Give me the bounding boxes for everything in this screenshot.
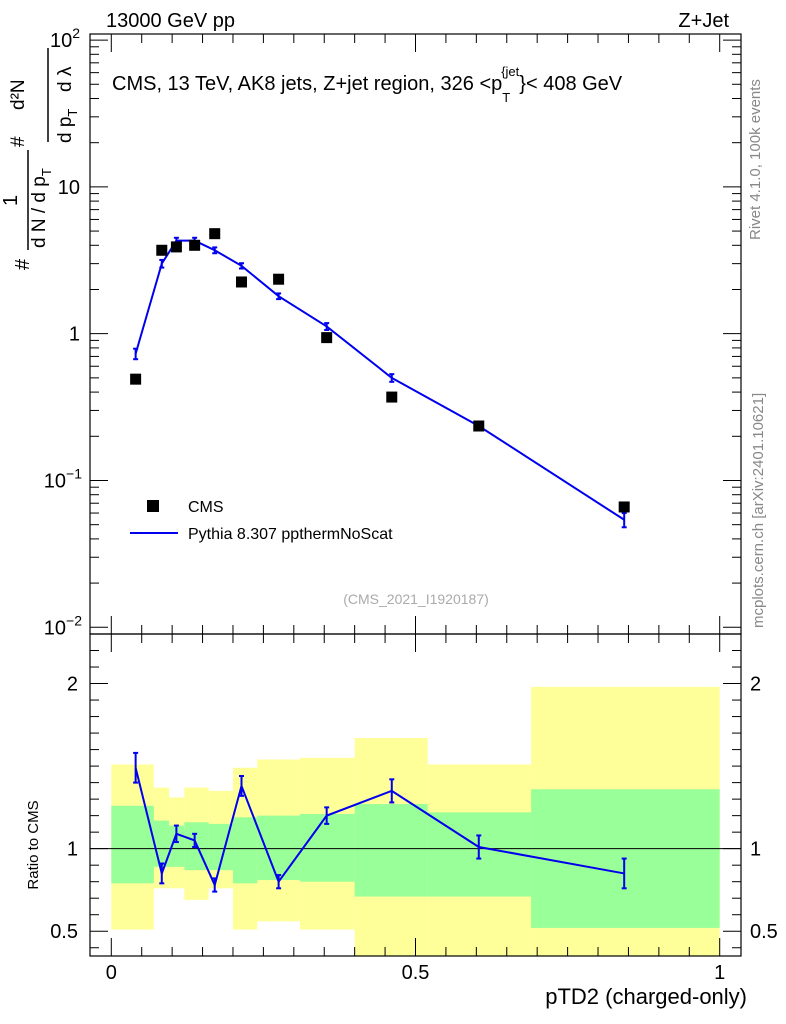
- header-right: Z+Jet: [678, 10, 729, 32]
- title-tail: }< 408 GeV: [519, 73, 623, 95]
- pythia-line: [134, 239, 625, 521]
- plot-title: CMS, 13 TeV, AK8 jets, Z+jet region, 326…: [112, 64, 623, 105]
- legend-pythia-label: Pythia 8.307 ppthermNoScat: [188, 526, 393, 543]
- ylabel-dpt: d pT: [55, 109, 80, 143]
- ylabel-d2n: d²N: [8, 79, 29, 110]
- x-tick-label: 1: [714, 962, 725, 984]
- title-main: CMS, 13 TeV, AK8 jets, Z+jet region, 326…: [112, 73, 502, 95]
- watermark: (CMS_2021_I1920187): [343, 591, 489, 607]
- ratio-y-tick-label-left: 2: [67, 674, 78, 696]
- band-green: [354, 804, 428, 897]
- y-tick-label: 102: [50, 25, 80, 52]
- side-label-mcplots: mcplots.cern.ch [arXiv:2401.10621]: [750, 393, 767, 628]
- x-axis-label: pTD2 (charged-only): [545, 984, 747, 1009]
- cms-point: [189, 239, 201, 251]
- ratio-y-tick-label-left: 0.5: [50, 921, 78, 943]
- cms-point: [386, 391, 398, 403]
- cms-point: [156, 244, 168, 256]
- band-green: [257, 815, 300, 881]
- legend: CMS Pythia 8.307 ppthermNoScat: [130, 499, 393, 543]
- title-sup: {jet: [501, 64, 519, 79]
- ylabel-one-frac: 1: [0, 195, 22, 206]
- ratio-y-tick-label-left: 1: [67, 839, 78, 861]
- main-panel: 10−2 10−1 1 10 102: [44, 25, 742, 639]
- ratio-y-tick-label-right: 1: [750, 839, 761, 861]
- header-left: 13000 GeV pp: [106, 10, 235, 32]
- cms-point: [130, 373, 142, 385]
- main-ylabel: # 1 d N / d pT # d²N d pT d λ: [0, 48, 80, 270]
- band-green: [232, 817, 258, 884]
- ratio-y-tick-label-right: 2: [750, 674, 761, 696]
- cms-point: [473, 420, 485, 432]
- ylabel-one: 1: [0, 195, 22, 206]
- y-tick-label: 10−1: [44, 465, 82, 492]
- cms-point: [170, 241, 182, 253]
- cms-point: [273, 273, 285, 285]
- main-frame: [89, 33, 742, 635]
- ylabel-dl: d λ: [55, 66, 76, 92]
- title-sub: T: [502, 90, 510, 105]
- ylabel-hash2: #: [8, 136, 29, 147]
- ylabel-dn-sub: T: [39, 168, 54, 176]
- legend-cms-marker: [147, 500, 159, 512]
- cms-point: [321, 332, 333, 344]
- y-tick-label: 10−2: [44, 612, 82, 639]
- cms-point: [235, 276, 247, 288]
- ratio-ylabel: Ratio to CMS: [25, 800, 42, 889]
- ylabel-hash: #: [12, 258, 34, 270]
- ylabel-dn: d N / d pT: [29, 168, 54, 248]
- ylabel-dpt-text: d p: [55, 117, 76, 143]
- cms-point: [618, 501, 630, 513]
- ylabel-dpt-sub: T: [65, 109, 80, 117]
- ratio-y-tick-label-right: 0.5: [750, 921, 778, 943]
- y-tick-label: 10: [58, 177, 80, 199]
- y-tick-label: 1: [69, 324, 80, 346]
- side-label-rivet: Rivet 4.1.0, 100k events: [747, 79, 764, 240]
- ylabel-dn-text: d N / d p: [29, 176, 50, 248]
- x-tick-label: 0.5: [402, 962, 430, 984]
- band-green: [111, 805, 154, 884]
- cms-point: [209, 228, 221, 240]
- legend-cms-label: CMS: [188, 499, 224, 516]
- x-tick-label: 0: [106, 962, 117, 984]
- band-green: [299, 813, 355, 882]
- ratio-panel: 0.5 0.5 1 1 2 2 0 0.5 1: [50, 633, 778, 984]
